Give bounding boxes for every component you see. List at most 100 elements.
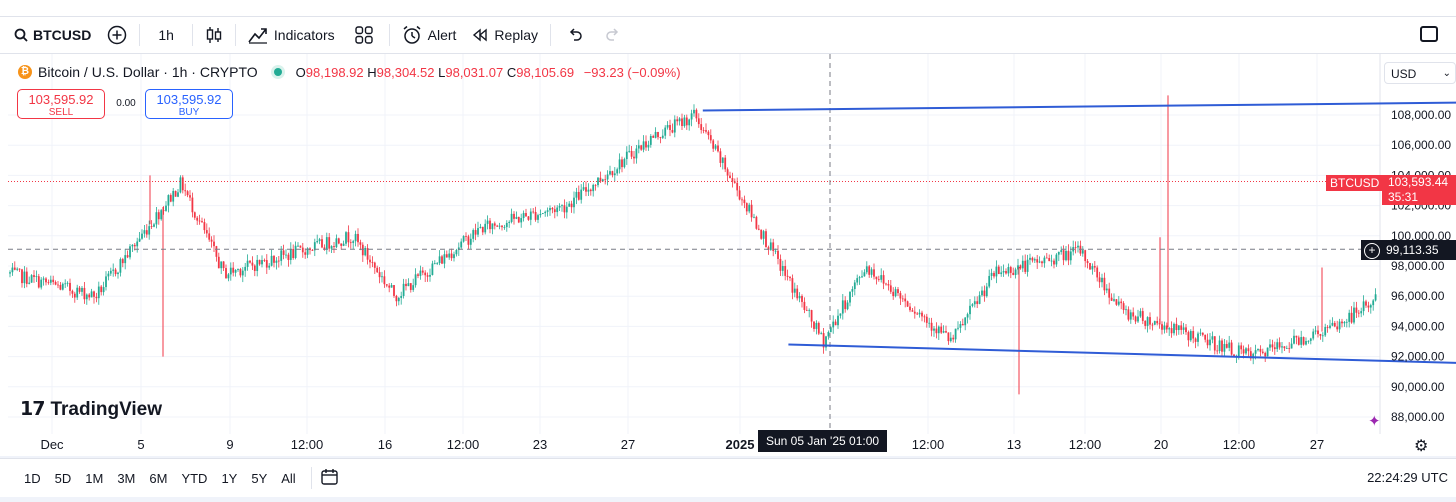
timeframe-ytd[interactable]: YTD (181, 470, 208, 486)
candle-body (249, 260, 251, 263)
candle-body (587, 189, 590, 192)
symbol-search-button[interactable]: BTCUSD (0, 17, 99, 53)
candle-body (429, 274, 431, 277)
currency-select[interactable]: USD ⌄ (1384, 62, 1456, 84)
timeframe-1m[interactable]: 1M (85, 470, 104, 486)
sparkle-icon[interactable]: ✦ (1368, 413, 1381, 430)
timeframe-3m[interactable]: 3M (117, 470, 136, 486)
price-chart[interactable]: 108,000.00106,000.00104,000.00102,000.00… (0, 54, 1456, 456)
candle-body (930, 322, 933, 331)
candle-body (1254, 350, 1257, 354)
buy-button[interactable]: 103,595.92 BUY (145, 89, 233, 119)
toolbar-divider (234, 24, 236, 46)
x-tick-label: 12:00 (912, 437, 945, 452)
candle-body (52, 279, 55, 283)
fullscreen-icon[interactable] (1420, 26, 1438, 42)
candle-body (1146, 317, 1149, 326)
candle-body (61, 283, 64, 290)
candle-body (59, 285, 62, 290)
utc-clock[interactable]: 22:24:29 UTC (1367, 470, 1448, 485)
candle-body (1218, 340, 1221, 352)
chart-pane[interactable] (0, 54, 1456, 456)
candle-body (738, 190, 741, 200)
sell-label: SELL (48, 107, 74, 118)
candle-body (731, 178, 734, 182)
plus-icon[interactable]: + (1364, 243, 1380, 259)
timeframe-1y[interactable]: 1Y (221, 470, 238, 486)
candle-body (546, 210, 549, 212)
timeframe-5d[interactable]: 5D (54, 470, 72, 486)
candle-body (724, 157, 727, 170)
candle-body (1221, 340, 1223, 352)
replay-button[interactable]: Replay (464, 17, 546, 53)
candle-body (508, 221, 511, 223)
candle-body (611, 171, 614, 176)
candle-body (433, 263, 436, 265)
sell-button[interactable]: 103,595.92 SELL (17, 89, 105, 119)
indicators-button[interactable]: Indicators (240, 17, 343, 53)
x-tick-label: 5 (137, 437, 144, 452)
candle-body (793, 288, 796, 293)
timeframe-6m[interactable]: 6M (149, 470, 168, 486)
compare-button[interactable] (99, 17, 135, 53)
candle-body (1041, 261, 1043, 264)
candle-body (1060, 250, 1063, 252)
undo-button[interactable] (555, 17, 595, 53)
candle-body (1043, 257, 1046, 264)
candle-body (1314, 330, 1317, 332)
candle-body (784, 265, 787, 276)
candle-body (736, 182, 739, 191)
candle-body (1225, 343, 1228, 348)
timeframe-5y[interactable]: 5Y (251, 470, 268, 486)
last-price-tag: 103,593.44 35:31 (1382, 175, 1456, 205)
candle-body (863, 272, 866, 277)
candle-body (141, 233, 143, 239)
candle-body (18, 268, 21, 270)
candle-body (683, 117, 686, 127)
candle-body (1360, 311, 1363, 314)
candle-body (745, 203, 748, 212)
symbol-price-tag: BTCUSD (1326, 175, 1384, 191)
candle-body (35, 276, 38, 278)
candle-body (645, 141, 647, 148)
timeframe-all[interactable]: All (281, 470, 296, 486)
candle-body (64, 283, 67, 285)
date-range-icon[interactable] (320, 468, 340, 489)
interval-button[interactable]: 1h (158, 27, 174, 43)
candle-body (73, 293, 76, 298)
tradingview-logo[interactable]: 𝟭𝟳 TradingView (20, 398, 162, 421)
crosshair-price-tag[interactable]: +99,113.35 (1361, 240, 1456, 260)
timeframe-1d[interactable]: 1D (24, 470, 41, 486)
candle-body (961, 324, 964, 326)
candle-body (978, 295, 981, 304)
symbol-title[interactable]: Bitcoin / U.S. Dollar · 1h · CRYPTO (38, 64, 258, 80)
candle-body (753, 216, 755, 218)
candle-body (839, 313, 842, 316)
candle-body (621, 159, 623, 168)
redo-button[interactable] (595, 17, 631, 53)
candle-body (119, 259, 122, 273)
candle-body (1350, 312, 1353, 323)
candle-body (1204, 334, 1207, 340)
candle-body (1057, 251, 1060, 255)
candle-body (424, 272, 427, 276)
candle-body (1122, 303, 1125, 310)
candle-body (808, 310, 811, 311)
candle-body (673, 119, 676, 133)
candle-body (942, 331, 945, 333)
candle-body (897, 289, 899, 294)
chevron-down-icon: ⌄ (1442, 68, 1451, 79)
candle-body (275, 260, 278, 263)
templates-button[interactable] (343, 17, 385, 53)
tradingview-logo-icon: 𝟭𝟳 (20, 399, 45, 420)
chart-type-button[interactable] (197, 17, 231, 53)
candle-body (609, 171, 611, 175)
candle-body (234, 269, 237, 273)
candle-body (297, 245, 299, 247)
candle-body (925, 316, 928, 323)
symbol-label: BTCUSD (33, 27, 92, 43)
settings-gear-icon[interactable]: ⚙ (1414, 438, 1429, 455)
alert-button[interactable]: Alert (394, 17, 465, 53)
candle-body (69, 282, 71, 291)
candle-body (940, 326, 943, 333)
